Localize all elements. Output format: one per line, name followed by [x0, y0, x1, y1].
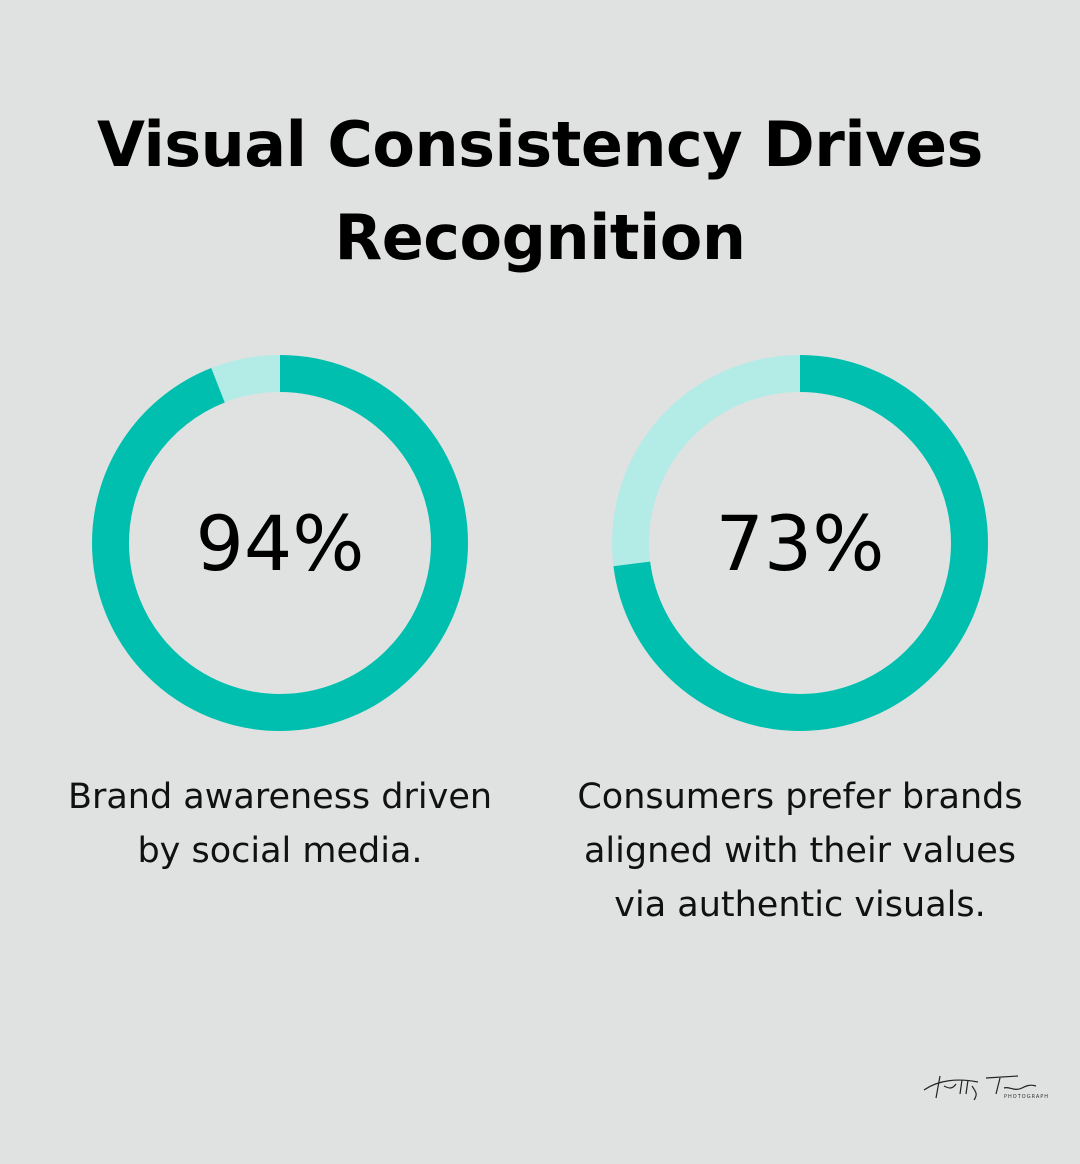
donut-chart-94: 94% [92, 355, 468, 731]
donut-chart-73: 73% [612, 355, 988, 731]
signature-logo-icon: PHOTOGRAPHY [923, 1075, 1052, 1101]
donut-ring [612, 355, 988, 731]
stat-caption: Brand awareness driven by social media. [67, 777, 493, 871]
svg-text:PHOTOGRAPHY: PHOTOGRAPHY [1004, 1094, 1048, 1100]
stat-caption: Consumers prefer brands aligned with the… [577, 777, 1023, 925]
donut-ring [92, 355, 468, 731]
stat-value: 73% [715, 498, 885, 588]
brand-logo: PHOTOGRAPHY [918, 1066, 1052, 1106]
page-title: Visual Consistency Drives Recognition [97, 108, 983, 274]
stat-value: 94% [195, 498, 365, 588]
